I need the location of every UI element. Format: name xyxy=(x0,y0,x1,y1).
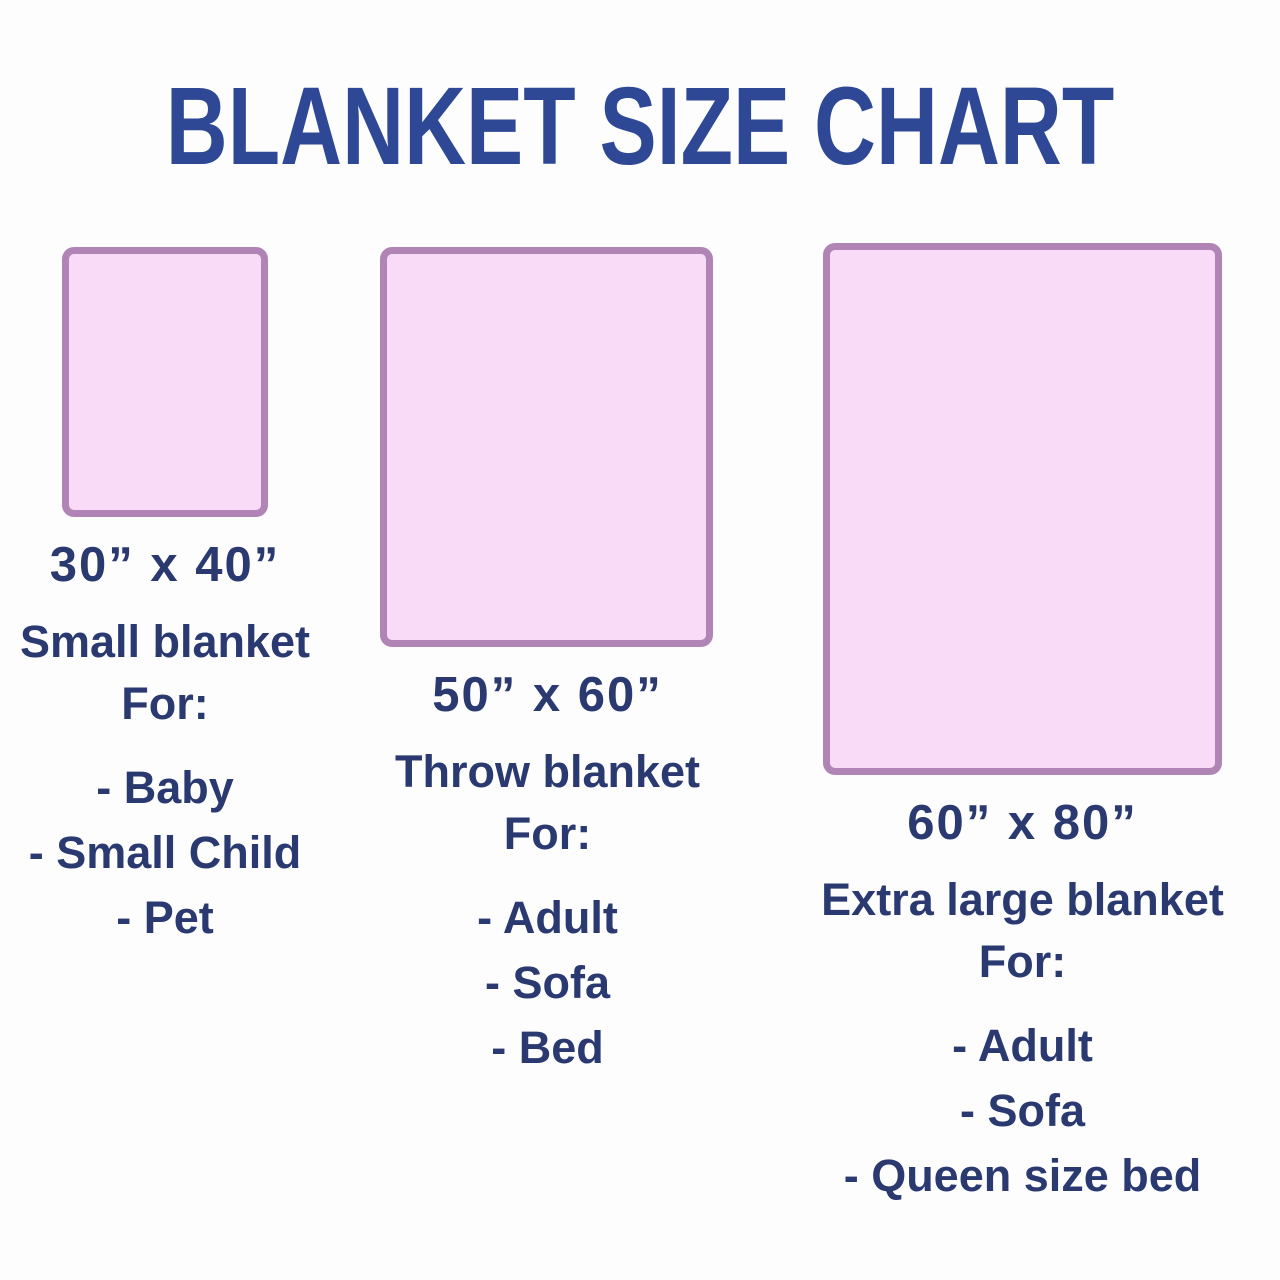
use-item: - Pet xyxy=(116,892,214,943)
for-label: For: xyxy=(121,678,209,729)
blanket-info-throw: 50” x 60” Throw blanket For: - Adult - S… xyxy=(370,665,725,1080)
use-item: - Sofa xyxy=(484,957,610,1008)
use-item: - Adult xyxy=(952,1020,1093,1071)
use-item: - Queen size bed xyxy=(843,1150,1202,1201)
blanket-name: Extra large blanket xyxy=(821,874,1224,925)
blanket-rect-throw xyxy=(380,247,713,647)
page-title: BLANKET SIZE CHART xyxy=(0,72,1280,182)
blanket-info-extra-large: 60” x 80” Extra large blanket For: - Adu… xyxy=(790,793,1255,1208)
size-label: 60” x 80” xyxy=(907,796,1138,850)
use-item: - Bed xyxy=(491,1022,604,1073)
for-label: For: xyxy=(503,808,592,859)
size-label: 50” x 60” xyxy=(432,668,663,722)
use-item: - Baby xyxy=(96,762,234,813)
page-title-text: BLANKET SIZE CHART xyxy=(165,65,1115,188)
blanket-info-small: 30” x 40” Small blanket For: - Baby - Sm… xyxy=(5,535,325,950)
use-item: - Adult xyxy=(477,892,618,943)
blanket-name: Small blanket xyxy=(19,616,311,667)
use-item: - Sofa xyxy=(959,1085,1085,1136)
size-label: 30” x 40” xyxy=(49,538,281,592)
blanket-name: Throw blanket xyxy=(394,746,701,797)
blanket-rect-small xyxy=(62,247,268,517)
for-label: For: xyxy=(978,936,1067,987)
use-item: - Small Child xyxy=(28,827,302,878)
blanket-rect-extra-large xyxy=(823,243,1222,775)
